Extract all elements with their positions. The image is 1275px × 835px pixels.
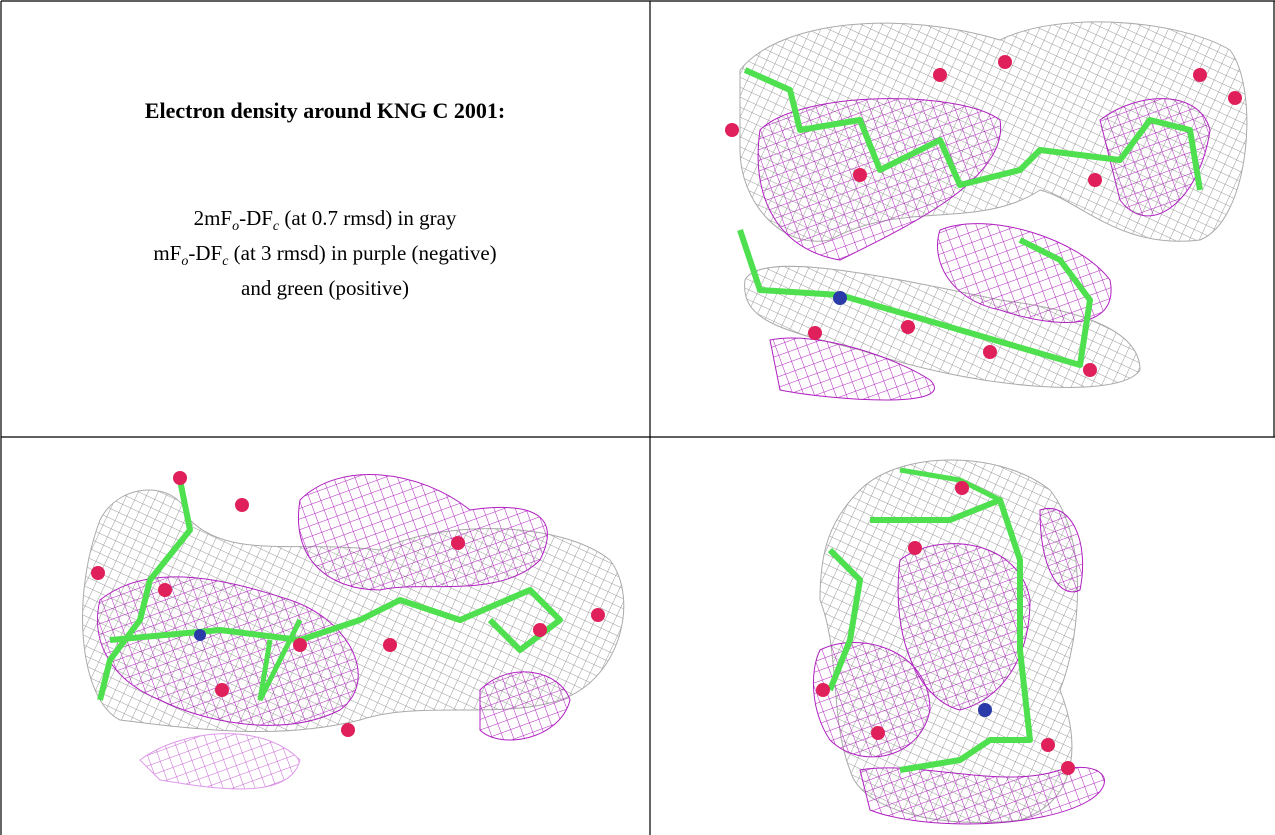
map-legend: 2mFo-DFc (at 0.7 rmsd) in gray mFo-DFc (… (0, 205, 650, 302)
panel-title: Electron density around KNG C 2001: (0, 98, 650, 124)
text: -DF (239, 206, 273, 230)
legend-line: 2mFo-DFc (at 0.7 rmsd) in gray (0, 205, 650, 240)
text: 2mF (194, 206, 233, 230)
text: and green (positive) (241, 276, 409, 300)
legend-line: mFo-DFc (at 3 rmsd) in purple (negative) (0, 240, 650, 275)
density-view-2 (83, 471, 624, 789)
figure-grid (0, 0, 1275, 835)
page: Electron density around KNG C 2001: 2mFo… (0, 0, 1275, 835)
text: -DF (188, 241, 222, 265)
text: (at 0.7 rmsd) in gray (279, 206, 456, 230)
text: (at 3 rmsd) in purple (negative) (228, 241, 496, 265)
density-view-3 (813, 460, 1104, 824)
text: mF (153, 241, 181, 265)
density-view-1 (725, 22, 1247, 400)
legend-line: and green (positive) (0, 275, 650, 302)
